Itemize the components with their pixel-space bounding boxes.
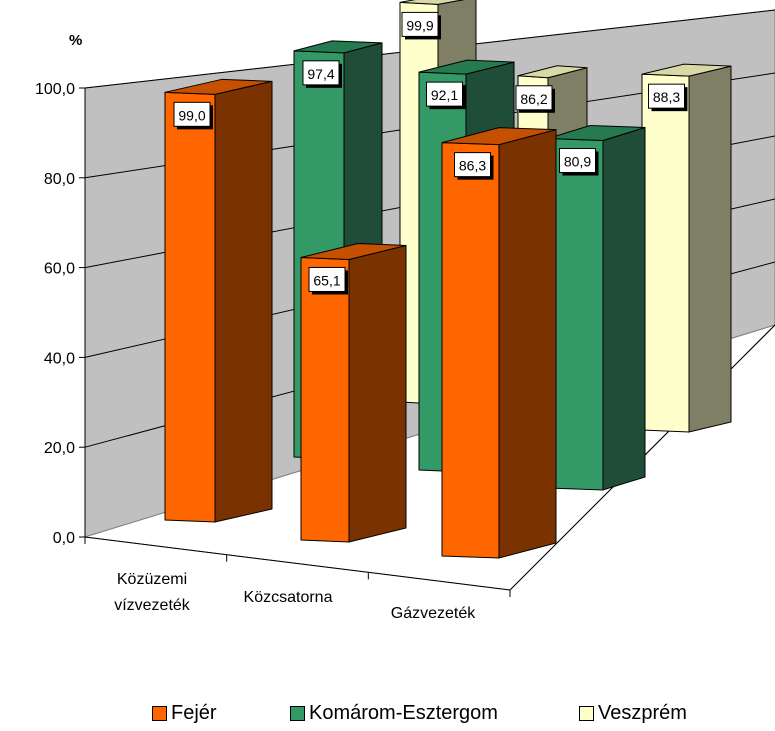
legend-label-veszprem: Veszprém [598, 702, 687, 724]
data-label-box [559, 148, 596, 174]
data-label-veszprem-kozuzemi-vizvezetek: 99,9 [406, 17, 433, 33]
y-tick-label: 80,0 [44, 171, 75, 188]
data-label-fejer-kozuzemi-vizvezetek: 99,0 [178, 107, 205, 123]
bar-top-face [517, 65, 588, 79]
legend-swatch-veszprem [579, 706, 594, 721]
data-label-box [454, 152, 491, 178]
bar-top-face [293, 40, 383, 54]
legend: Fejér Komárom-Esztergom Veszprém [0, 702, 775, 731]
data-label-komarom-esztergom-kozuzemi-vizvezetek: 97,4 [307, 66, 334, 82]
bar-veszprem-gazvezetek: 88,3 [641, 63, 732, 433]
y-tick-label: 60,0 [44, 261, 75, 278]
legend-item-veszprem: Veszprém [579, 702, 687, 725]
data-label-box [426, 81, 463, 107]
bar-top-face [164, 78, 273, 95]
x-axis [84, 536, 511, 591]
data-label-box [302, 60, 340, 86]
bar-fejer-kozuzemi-vizvezetek: 99,0 [164, 78, 273, 523]
data-label-box [308, 266, 346, 292]
bar-side-face [214, 80, 273, 523]
legend-item-komarom-esztergom: Komárom-Esztergom [290, 702, 498, 725]
bar-top-face [418, 59, 515, 75]
y-axis-title: % [69, 32, 82, 49]
data-label-fejer-gazvezetek: 86,3 [459, 158, 486, 174]
y-tick-label: 100,0 [35, 81, 75, 98]
bar-front-face [164, 91, 216, 523]
bar-front-face [300, 256, 350, 543]
bar-side-face [498, 128, 557, 559]
bar-fejer-gazvezetek: 86,3 [441, 127, 557, 559]
y-tick-label: 20,0 [44, 440, 75, 457]
legend-item-fejer: Fejér [152, 702, 217, 725]
data-label-box [401, 11, 439, 37]
legend-swatch-komarom-esztergom [290, 706, 305, 721]
category-label-kozuzemi-vizvezetek: Közüzemi vízvezeték [114, 571, 191, 614]
data-label-komarom-esztergom-kozcsatorna: 92,1 [431, 87, 458, 103]
legend-swatch-fejer [152, 706, 167, 721]
y-tick-label: 40,0 [44, 350, 75, 367]
data-label-fejer-kozcsatorna: 65,1 [313, 272, 340, 288]
data-label-box [515, 85, 553, 111]
bar-komarom-esztergom-gazvezetek: 80,9 [547, 125, 646, 491]
bar-fejer-kozcsatorna: 65,1 [300, 242, 407, 543]
data-label-komarom-esztergom-gazvezetek: 80,9 [564, 154, 591, 170]
legend-label-fejer: Fejér [171, 702, 217, 724]
chart: 0,0 20,0 40,0 60,0 80,0 100,0 % Közüzemi vízve… [35, 0, 775, 622]
bar-top-face [441, 127, 557, 146]
data-label-box [648, 83, 685, 109]
data-label-veszprem-kozcsatorna: 86,2 [520, 91, 547, 107]
bar-front-face [641, 73, 690, 433]
y-tick-label: 0,0 [53, 530, 75, 547]
data-label-veszprem-gazvezetek: 88,3 [653, 89, 680, 105]
bar-front-face [441, 142, 500, 559]
bar-top-face [300, 242, 407, 260]
bar-top-face [547, 125, 646, 142]
legend-label-komarom-esztergom: Komárom-Esztergom [309, 702, 498, 724]
category-label-gazvezetek: Gázvezeték [391, 605, 476, 622]
category-label-kozcsatorna: Közcsatorna [244, 589, 333, 606]
bar-top-face [399, 0, 465, 5]
bar-side-face [602, 126, 646, 491]
bar-side-face [688, 65, 732, 433]
bar-top-face [641, 63, 732, 77]
bar-side-face [348, 244, 407, 543]
data-label-box [173, 101, 211, 127]
